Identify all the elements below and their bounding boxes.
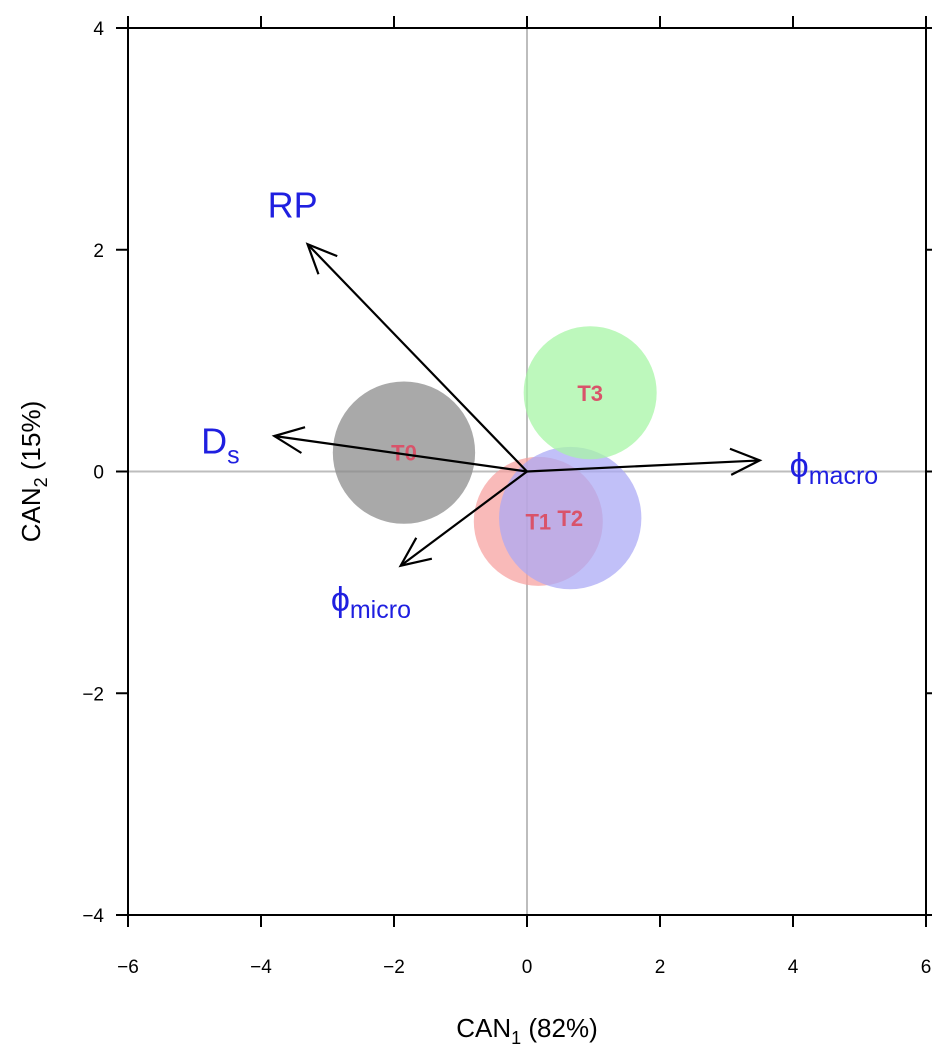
y-tick-label: 2 <box>93 241 104 262</box>
y-axis-title: CAN2 (15%) <box>16 401 51 543</box>
vector-label-phi-macro: ϕmacro <box>790 447 879 490</box>
x-tick-label: −2 <box>383 957 405 978</box>
x-tick-label: 0 <box>522 957 533 978</box>
variable-vectors <box>271 242 763 568</box>
group-label-t2: T2 <box>557 506 583 531</box>
y-tick-label: 4 <box>93 19 104 40</box>
y-tick-label: 0 <box>93 463 104 484</box>
group-circle-t0 <box>332 381 476 524</box>
vector-rp <box>305 242 528 473</box>
vector-phi-micro <box>398 470 528 568</box>
group-label-t1: T1 <box>525 509 551 534</box>
x-tick-label: 6 <box>921 957 932 978</box>
vector-label-ds: Ds <box>201 421 240 470</box>
group-circle-t3 <box>523 326 657 460</box>
axis-ticks: −6 −4 −2 0 2 4 6 −4 −2 0 2 4 <box>82 16 932 978</box>
x-tick-label: −6 <box>117 957 139 978</box>
y-tick-label: −2 <box>82 684 104 705</box>
x-tick-label: 4 <box>788 957 799 978</box>
group-circle-t2 <box>499 446 642 590</box>
x-tick-label: 2 <box>655 957 666 978</box>
vector-label-rp: RP <box>268 184 318 225</box>
vector-label-phi-micro: ϕmicro <box>331 581 411 624</box>
group-circles <box>332 326 657 590</box>
group-label-t3: T3 <box>577 381 603 406</box>
y-tick-label: −4 <box>82 906 104 927</box>
x-tick-label: −4 <box>250 957 272 978</box>
x-axis-title: CAN1 (82%) <box>456 1013 598 1045</box>
vector-phi-macro <box>526 447 763 476</box>
vector-ds <box>271 426 528 473</box>
vector-labels: RP Ds ϕmicro ϕmacro <box>201 184 878 624</box>
